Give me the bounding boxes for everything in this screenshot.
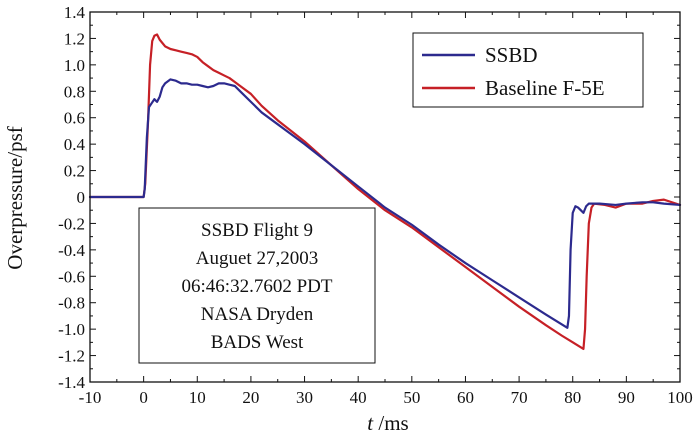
legend: SSBD Baseline F-5E [412, 32, 644, 108]
annotation-line: 06:46:32.7602 PDT [182, 276, 333, 297]
y-tick-label: -0.6 [58, 267, 85, 286]
x-tick-label: -10 [79, 388, 102, 407]
series-line-baseline-f5e [88, 33, 682, 351]
legend-label-ssbd: SSBD [485, 43, 538, 67]
x-axis-title: t /ms [367, 411, 408, 435]
y-tick-label: -1.4 [58, 373, 85, 392]
x-tick-label: 40 [350, 388, 367, 407]
legend-box [412, 32, 644, 108]
y-tick-label: 0.6 [64, 109, 85, 128]
x-axis-title-symbol: t [367, 411, 374, 435]
x-tick-label: 60 [457, 388, 474, 407]
annotation-box [138, 207, 376, 364]
y-tick-label: 1.2 [64, 29, 85, 48]
y-tick-label: 0 [77, 188, 86, 207]
x-tick-label: 20 [242, 388, 259, 407]
y-tick-label: -0.2 [58, 214, 85, 233]
x-tick-label: 80 [564, 388, 581, 407]
y-tick-label: -1.2 [58, 347, 85, 366]
x-tick-label: 90 [618, 388, 635, 407]
flight-info-annotation: SSBD Flight 9 Auguet 27,2003 06:46:32.76… [138, 207, 376, 364]
annotation-line: NASA Dryden [201, 304, 314, 325]
y-tick-label: 1.4 [64, 3, 86, 22]
plot-frame [89, 11, 681, 383]
x-tick-label: 0 [139, 388, 148, 407]
y-tick-label: 0.4 [64, 135, 86, 154]
y-tick-label: -0.8 [58, 294, 85, 313]
series-line-ssbd [88, 78, 682, 329]
annotation-line: SSBD Flight 9 [201, 220, 313, 241]
x-tick-label: 70 [511, 388, 528, 407]
series-layer [88, 33, 682, 351]
y-tick-label: 0.2 [64, 162, 85, 181]
x-axis-title-unit: /ms [373, 411, 409, 435]
x-tick-label: 50 [403, 388, 420, 407]
y-tick-label: -0.4 [58, 241, 85, 260]
x-tick-label: 30 [296, 388, 313, 407]
annotation-line: Auguet 27,2003 [196, 248, 318, 269]
annotation-line: BADS West [211, 332, 304, 353]
x-tick-label: 10 [189, 388, 206, 407]
x-tick-label: 100 [667, 388, 693, 407]
legend-label-baseline: Baseline F-5E [485, 76, 605, 100]
y-axis-title: Overpressure/psf [3, 126, 27, 269]
tick-labels: -10 0 10 20 30 40 50 60 70 80 90 100 1.4 1.2 1.0 0.8 0.6… [58, 3, 693, 407]
y-tick-label: 1.0 [64, 56, 85, 75]
y-tick-label: -1.0 [58, 320, 85, 339]
y-tick-label: 0.8 [64, 82, 85, 101]
